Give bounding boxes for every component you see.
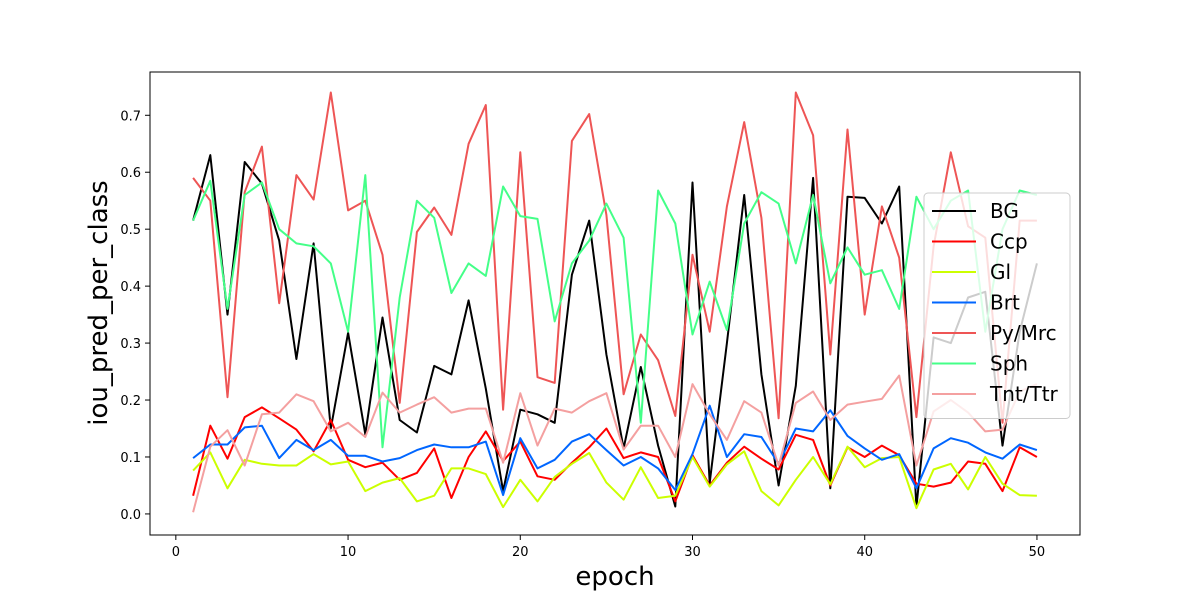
x-tick-label: 30 [684, 545, 701, 560]
y-axis-ticks: 0.0 0.1 0.2 0.3 0.4 0.5 0.6 0.7 [120, 109, 150, 523]
y-tick-label: 0.7 [120, 109, 141, 124]
plot-frame [149, 71, 1081, 536]
x-axis-ticks: 0 10 20 30 40 50 [172, 535, 1046, 560]
legend-box [923, 192, 1071, 419]
y-tick-label: 0.5 [120, 223, 141, 238]
legend-label: Py/Mrc [990, 321, 1057, 345]
series-layer [192, 91, 1038, 513]
legend-label: Sph [990, 352, 1028, 376]
legend-label: Brt [990, 291, 1020, 315]
y-tick-label: 0.1 [120, 451, 141, 466]
x-tick-label: 50 [1029, 545, 1046, 560]
series-line-tnt-ttr [192, 374, 1038, 513]
x-tick-label: 40 [856, 545, 873, 560]
series-line-ccp [192, 406, 1038, 503]
y-tick-label: 0.6 [120, 166, 141, 181]
x-axis-title: epoch [575, 562, 654, 592]
y-tick-label: 0.2 [120, 394, 141, 409]
series-line-bg [192, 154, 1038, 509]
legend: BG Ccp Gl Brt Py/Mrc Sph Tnt/Ttr [923, 192, 1071, 419]
y-tick-label: 0.4 [120, 280, 141, 295]
series-line-py-mrc [192, 91, 1037, 424]
y-axis-title: iou_pred_per_class [84, 180, 114, 425]
x-tick-label: 0 [172, 545, 180, 560]
series-line-sph [192, 174, 1038, 449]
legend-label: BG [990, 199, 1019, 223]
x-tick-label: 20 [512, 545, 529, 560]
legend-label: Tnt/Ttr [989, 382, 1059, 406]
legend-label: Ccp [990, 230, 1028, 254]
x-tick-label: 10 [340, 545, 357, 560]
y-tick-label: 0.3 [120, 337, 141, 352]
series-line-brt [192, 404, 1038, 497]
series-line-gl [192, 445, 1037, 510]
y-tick-label: 0.0 [120, 508, 141, 523]
legend-label: Gl [990, 260, 1011, 284]
